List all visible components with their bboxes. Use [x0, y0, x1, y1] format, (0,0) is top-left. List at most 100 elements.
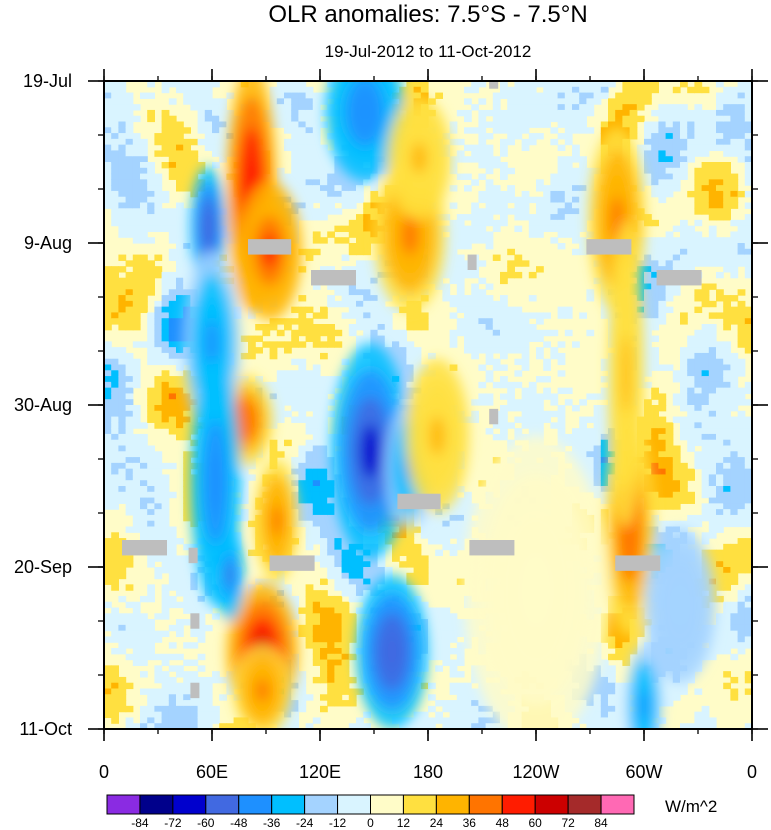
field-cell	[456, 318, 465, 325]
field-cell	[507, 121, 515, 128]
field-cell	[161, 306, 170, 314]
field-cell	[140, 190, 148, 198]
field-cell	[154, 723, 163, 729]
field-cell	[147, 185, 155, 192]
field-cell	[168, 376, 177, 383]
field-cell	[104, 92, 112, 99]
field-cell	[118, 451, 127, 458]
field-cell	[132, 491, 141, 499]
field-cell	[348, 248, 357, 256]
field-cell	[168, 387, 177, 395]
field-cell	[161, 514, 170, 522]
field-cell	[125, 364, 134, 371]
field-cell	[327, 295, 335, 302]
field-cell	[341, 648, 350, 655]
field-cell	[334, 300, 343, 308]
field-cell	[413, 86, 422, 94]
field-cell	[572, 405, 580, 412]
field-cell	[478, 115, 487, 123]
field-cell	[183, 405, 191, 412]
field-cell	[507, 381, 515, 389]
field-cell	[190, 711, 199, 719]
field-cell	[118, 428, 127, 435]
field-cell	[557, 167, 566, 175]
field-cell	[370, 208, 379, 215]
field-cell	[132, 358, 141, 366]
field-cell	[456, 271, 465, 279]
field-cell	[572, 428, 580, 435]
field-cell	[111, 468, 119, 476]
field-cell	[478, 324, 487, 331]
field-cell	[572, 86, 580, 94]
field-cell	[183, 277, 191, 285]
field-cell	[168, 81, 177, 88]
field-cell	[608, 636, 616, 643]
field-cell	[125, 428, 134, 435]
field-cell	[420, 567, 429, 574]
field-cell	[161, 133, 170, 140]
field-cell	[341, 358, 350, 366]
field-cell	[500, 381, 508, 389]
field-cell	[464, 214, 472, 221]
field-cell	[449, 202, 458, 209]
field-cell	[312, 613, 321, 620]
field-cell	[442, 619, 451, 626]
field-cell	[190, 156, 199, 163]
field-cell	[204, 121, 213, 128]
field-cell	[305, 636, 314, 643]
field-cell	[111, 428, 119, 435]
field-cell	[168, 694, 177, 701]
field-cell	[291, 416, 299, 423]
field-cell	[140, 266, 148, 273]
field-cell	[305, 474, 314, 481]
field-cell	[305, 121, 314, 128]
field-cell	[320, 491, 328, 499]
field-cell	[543, 358, 551, 366]
field-cell	[240, 480, 249, 487]
field-cell	[276, 451, 285, 458]
field-cell	[183, 659, 191, 666]
field-cell	[442, 613, 451, 620]
field-cell	[125, 150, 134, 157]
field-cell	[161, 567, 170, 574]
field-cell	[320, 312, 328, 319]
field-cell	[269, 352, 278, 360]
field-cell	[550, 115, 559, 123]
field-cell	[500, 173, 508, 180]
field-cell	[485, 237, 494, 244]
field-cell	[320, 694, 328, 701]
field-cell	[327, 387, 335, 395]
field-cell	[363, 723, 371, 729]
field-cell	[471, 717, 479, 724]
field-cell	[550, 138, 559, 146]
field-cell	[428, 538, 436, 545]
field-cell	[176, 601, 184, 609]
field-cell	[521, 121, 530, 128]
field-cell	[118, 127, 127, 134]
field-cell	[377, 341, 386, 348]
field-cell	[104, 144, 112, 152]
field-cell	[125, 208, 134, 215]
field-cell	[262, 324, 271, 331]
field-cell	[456, 520, 465, 528]
field-cell	[168, 595, 177, 603]
field-cell	[564, 433, 573, 441]
field-cell	[140, 260, 148, 267]
field-cell	[327, 503, 335, 510]
field-cell	[341, 613, 350, 620]
field-cell	[312, 462, 321, 470]
field-cell	[276, 179, 285, 186]
field-cell	[204, 694, 213, 701]
field-cell	[327, 196, 335, 204]
field-cell	[154, 376, 163, 383]
field-cell	[428, 653, 436, 661]
field-cell	[514, 202, 523, 209]
field-cell	[298, 671, 307, 678]
field-cell	[528, 387, 537, 395]
field-cell	[384, 335, 393, 342]
field-cell	[471, 81, 479, 88]
field-cell	[442, 214, 451, 221]
field-cell	[492, 324, 501, 331]
field-cell	[341, 601, 350, 609]
field-cell	[478, 329, 487, 337]
